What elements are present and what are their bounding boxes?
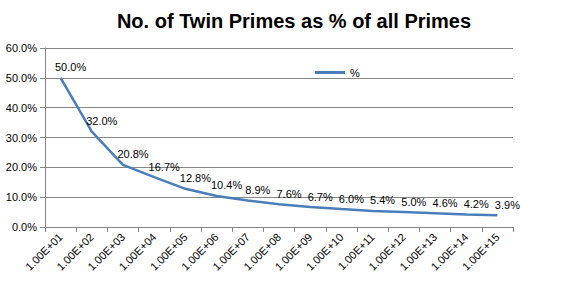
svg-text:40.0%: 40.0% (6, 102, 37, 114)
svg-text:1.00E+01: 1.00E+01 (22, 230, 65, 273)
svg-text:3.9%: 3.9% (495, 199, 520, 211)
svg-text:1.00E+05: 1.00E+05 (147, 230, 190, 273)
svg-text:12.8%: 12.8% (180, 172, 211, 184)
svg-text:6.0%: 6.0% (339, 193, 364, 205)
svg-text:4.6%: 4.6% (432, 197, 457, 209)
svg-text:50.0%: 50.0% (6, 72, 37, 84)
svg-text:5.4%: 5.4% (370, 194, 395, 206)
svg-text:1.00E+02: 1.00E+02 (54, 230, 96, 273)
svg-text:1.00E+13: 1.00E+13 (397, 230, 440, 273)
svg-text:50.0%: 50.0% (55, 61, 86, 73)
svg-text:1.00E+10: 1.00E+10 (303, 230, 346, 273)
svg-text:32.0%: 32.0% (86, 115, 117, 127)
svg-text:%: % (350, 67, 360, 79)
svg-text:6.7%: 6.7% (308, 191, 333, 203)
svg-text:1.00E+14: 1.00E+14 (428, 230, 471, 273)
svg-text:8.9%: 8.9% (245, 184, 270, 196)
svg-text:7.6%: 7.6% (276, 188, 301, 200)
svg-text:1.00E+11: 1.00E+11 (335, 230, 377, 273)
svg-text:20.8%: 20.8% (117, 148, 148, 160)
svg-text:5.0%: 5.0% (401, 196, 426, 208)
svg-text:1.00E+09: 1.00E+09 (272, 230, 315, 273)
svg-text:10.4%: 10.4% (211, 179, 242, 191)
svg-text:4.2%: 4.2% (464, 198, 489, 210)
svg-text:1.00E+15: 1.00E+15 (460, 231, 502, 273)
svg-text:1.00E+06: 1.00E+06 (178, 230, 221, 273)
svg-text:1.00E+08: 1.00E+08 (241, 230, 284, 273)
svg-text:10.0%: 10.0% (6, 191, 37, 203)
svg-text:1.00E+07: 1.00E+07 (210, 230, 252, 273)
svg-text:0.0%: 0.0% (12, 221, 37, 233)
svg-text:60.0%: 60.0% (6, 42, 37, 54)
svg-text:No. of Twin Primes as % of all: No. of Twin Primes as % of all Primes (117, 10, 471, 32)
svg-text:1.00E+04: 1.00E+04 (116, 230, 159, 273)
svg-text:20.0%: 20.0% (6, 161, 37, 173)
svg-text:1.00E+03: 1.00E+03 (85, 230, 128, 273)
svg-text:16.7%: 16.7% (149, 161, 180, 173)
svg-text:30.0%: 30.0% (6, 132, 37, 144)
svg-text:1.00E+12: 1.00E+12 (366, 230, 408, 273)
